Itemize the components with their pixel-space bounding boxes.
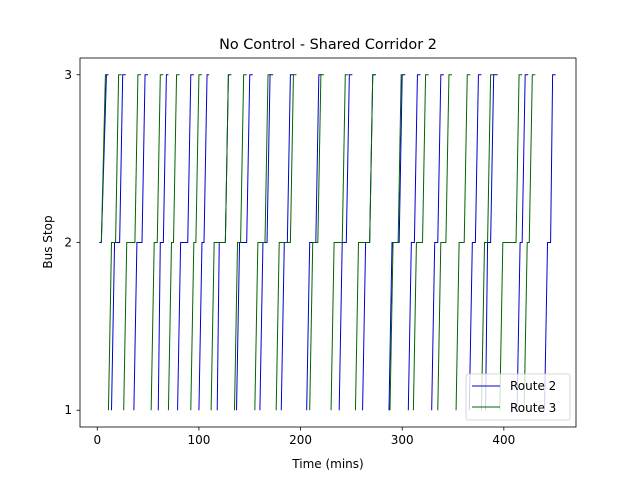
y-tick-label: 2 xyxy=(64,236,72,250)
trip-line xyxy=(167,74,180,411)
legend: Route 2 Route 3 xyxy=(465,373,571,421)
trip-line xyxy=(150,74,164,411)
trip-line xyxy=(485,74,498,411)
legend-label-route-3: Route 3 xyxy=(510,401,556,415)
trip-line xyxy=(309,74,324,411)
trip-line xyxy=(330,74,349,411)
trip-line xyxy=(389,74,405,411)
legend-label-route-2: Route 2 xyxy=(510,379,556,393)
trip-line xyxy=(412,74,429,411)
trip-line xyxy=(190,74,202,411)
x-tick-label: 100 xyxy=(187,433,210,447)
x-tick-label: 300 xyxy=(391,433,414,447)
trip-line xyxy=(523,74,536,411)
trip-line xyxy=(133,74,149,411)
trip-line xyxy=(99,74,109,243)
trip-line xyxy=(236,74,253,411)
trip-line xyxy=(254,74,272,411)
trip-line xyxy=(107,74,122,411)
trip-line xyxy=(123,74,141,411)
x-axis-title: Time (mins) xyxy=(291,457,363,471)
x-tick-label: 0 xyxy=(93,433,101,447)
y-axis-title: Bus Stop xyxy=(41,215,55,268)
trip-line xyxy=(338,74,353,411)
trip-line xyxy=(354,74,376,411)
trip-line xyxy=(275,74,297,411)
trip-line xyxy=(100,74,108,243)
y-tick-label: 3 xyxy=(64,68,72,82)
trip-line xyxy=(499,74,523,411)
series-route-3 xyxy=(100,74,536,411)
x-tick-label: 400 xyxy=(492,433,515,447)
trip-line xyxy=(407,74,421,411)
y-tick-label: 1 xyxy=(64,403,72,417)
trip-line xyxy=(233,74,247,411)
chart-title: No Control - Shared Corridor 2 xyxy=(219,37,437,53)
trip-line xyxy=(157,74,169,411)
trip-line xyxy=(516,74,529,411)
trip-line xyxy=(177,74,194,411)
trip-line xyxy=(455,74,471,411)
trip-line xyxy=(111,74,126,411)
trip-line xyxy=(198,74,210,411)
trip-line xyxy=(480,74,494,411)
trip-line xyxy=(437,74,452,411)
trip-line xyxy=(543,74,556,411)
trip-line xyxy=(468,74,482,411)
trip-line xyxy=(210,74,232,411)
x-tick-label: 200 xyxy=(289,433,312,447)
trip-line xyxy=(431,74,444,411)
trip-line xyxy=(259,74,274,411)
